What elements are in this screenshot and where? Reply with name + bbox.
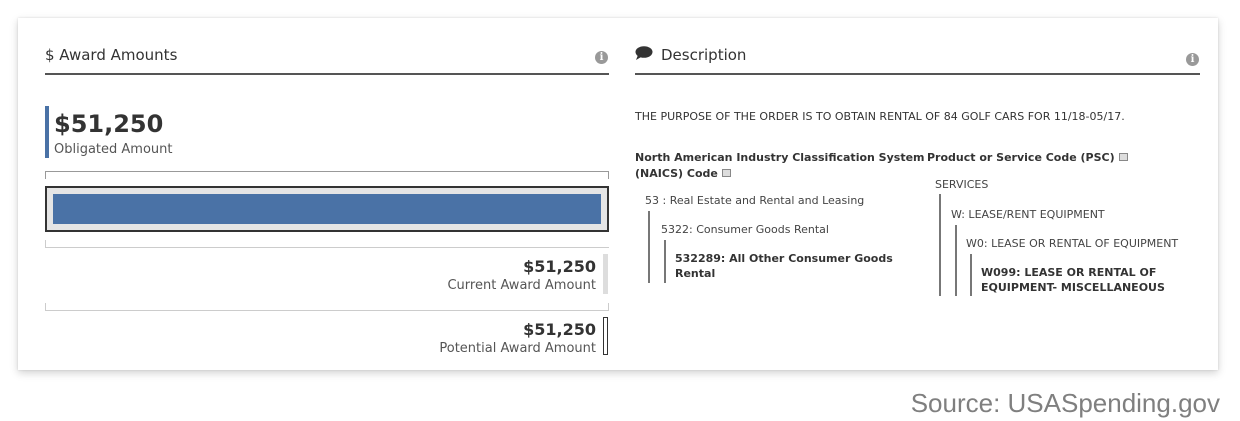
potential-award-amount: $51,250	[523, 320, 596, 339]
naics-heading-line1: North American Industry Classification S…	[635, 151, 925, 164]
current-award-amount: $51,250	[523, 257, 596, 276]
naics-tree-line1	[648, 211, 650, 283]
naics-tree-line2	[664, 240, 666, 283]
psc-level3: W0: LEASE OR RENTAL OF EQUIPMENT	[966, 237, 1179, 250]
psc-level2: W: LEASE/RENT EQUIPMENT	[951, 208, 1105, 221]
psc-heading-text: Product or Service Code (PSC)	[927, 151, 1115, 164]
potential-award-marker	[603, 317, 608, 355]
potential-award-label: Potential Award Amount	[439, 341, 596, 356]
potential-bracket	[45, 303, 609, 311]
award-amounts-info-icon[interactable]: i	[595, 51, 608, 64]
naics-level3: 532289: All Other Consumer Goods Rental	[675, 251, 893, 281]
award-amounts-title: $ Award Amounts	[45, 46, 178, 64]
psc-heading: Product or Service Code (PSC)	[927, 150, 1128, 166]
current-award-label: Current Award Amount	[447, 278, 596, 293]
current-bracket	[45, 240, 609, 248]
description-info-icon[interactable]: i	[1186, 53, 1199, 66]
psc-tree-line2	[955, 225, 957, 296]
description-title: Description	[661, 46, 747, 64]
naics-level1: 53 : Real Estate and Rental and Leasing	[645, 194, 865, 207]
psc-level4-line2: EQUIPMENT- MISCELLANEOUS	[981, 281, 1165, 294]
psc-level4-line1: W099: LEASE OR RENTAL OF	[981, 266, 1157, 279]
naics-level3-line2: Rental	[675, 267, 716, 280]
obligated-amount: $51,250	[54, 110, 164, 138]
naics-level2: 5322: Consumer Goods Rental	[661, 223, 829, 236]
psc-level4: W099: LEASE OR RENTAL OF EQUIPMENT- MISC…	[981, 265, 1165, 295]
award-amounts-divider	[45, 73, 609, 75]
description-text: THE PURPOSE OF THE ORDER IS TO OBTAIN RE…	[635, 110, 1125, 123]
award-bar-fill	[53, 194, 601, 224]
naics-heading-line2: (NAICS) Code	[635, 167, 718, 180]
speech-bubble-icon	[635, 46, 653, 60]
current-award-marker	[603, 254, 608, 294]
book-icon[interactable]	[1118, 153, 1128, 161]
psc-tree-line3	[970, 254, 972, 296]
book-icon[interactable]	[721, 169, 731, 177]
psc-level1: SERVICES	[935, 178, 989, 191]
obligated-marker	[45, 106, 49, 158]
obligated-label: Obligated Amount	[54, 142, 173, 157]
naics-level3-line1: 532289: All Other Consumer Goods	[675, 252, 893, 265]
psc-tree-line1	[939, 194, 941, 296]
naics-heading: North American Industry Classification S…	[635, 150, 925, 182]
source-caption: Source: USASpending.gov	[910, 388, 1220, 418]
obligated-bracket	[45, 171, 609, 179]
award-card: $ Award Amounts i $51,250 Obligated Amou…	[18, 18, 1218, 370]
description-divider	[635, 73, 1200, 75]
